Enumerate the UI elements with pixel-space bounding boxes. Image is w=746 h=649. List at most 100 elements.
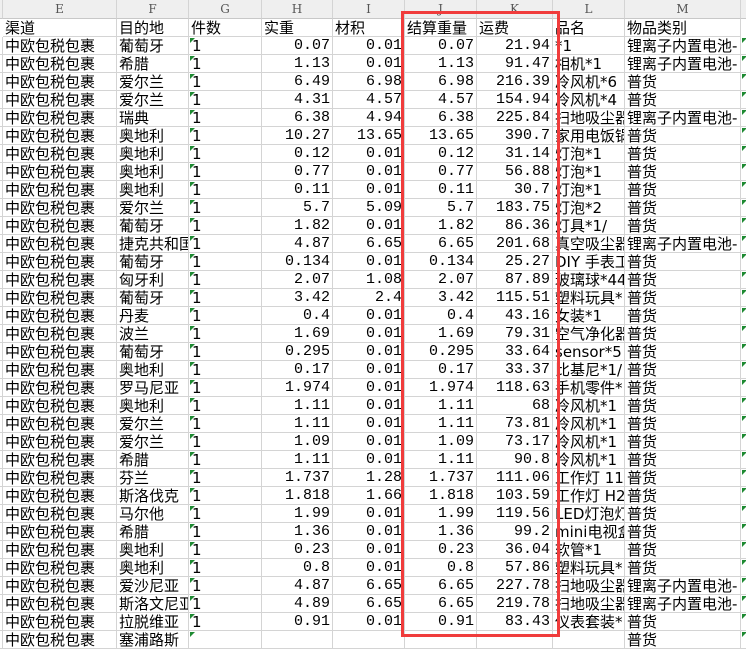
cell-volume-weight[interactable]: 0.01	[333, 379, 405, 397]
cell-product-name[interactable]: mini电视盒	[553, 523, 625, 541]
cell-item-category[interactable]: 普货	[625, 199, 741, 217]
column-header-F[interactable]: F	[117, 0, 189, 19]
cell-destination[interactable]: 奥地利	[117, 127, 189, 145]
cell-item-category[interactable]: 普货	[625, 73, 741, 91]
cell-pieces[interactable]: 1	[189, 361, 262, 379]
cell-N[interactable]	[741, 55, 746, 73]
cell-freight[interactable]: 219.78	[477, 595, 553, 613]
cell-channel[interactable]: 中欧包税包裹	[3, 577, 117, 595]
cell-settlement-weight[interactable]: 13.65	[405, 127, 477, 145]
cell-D[interactable]	[0, 289, 3, 307]
cell-channel[interactable]: 中欧包税包裹	[3, 415, 117, 433]
cell-item-category[interactable]: 普货	[625, 289, 741, 307]
cell-freight[interactable]: 73.81	[477, 415, 553, 433]
cell-D[interactable]	[0, 487, 3, 505]
cell-freight[interactable]: 79.31	[477, 325, 553, 343]
cell-D[interactable]	[0, 559, 3, 577]
cell-volume-weight[interactable]: 4.94	[333, 109, 405, 127]
cell-destination[interactable]: 波兰	[117, 325, 189, 343]
cell-D[interactable]	[0, 397, 3, 415]
cell-D[interactable]	[0, 505, 3, 523]
cell-freight[interactable]: 201.68	[477, 235, 553, 253]
cell-actual-weight[interactable]: 1.11	[262, 451, 333, 469]
cell-freight[interactable]: 111.06	[477, 469, 553, 487]
column-header-K[interactable]: K	[477, 0, 553, 19]
cell-settlement-weight[interactable]: 6.65	[405, 235, 477, 253]
cell-D[interactable]	[0, 271, 3, 289]
cell-D[interactable]	[0, 307, 3, 325]
cell-destination[interactable]: 奥地利	[117, 559, 189, 577]
cell-product-name[interactable]: *1	[553, 37, 625, 55]
cell-freight[interactable]: 31.14	[477, 145, 553, 163]
cell-destination[interactable]: 葡萄牙	[117, 217, 189, 235]
cell-item-category[interactable]: 普货	[625, 541, 741, 559]
cell-channel[interactable]: 中欧包税包裹	[3, 595, 117, 613]
cell-settlement-weight[interactable]: 0.17	[405, 361, 477, 379]
cell-pieces[interactable]: 1	[189, 397, 262, 415]
cell-channel[interactable]: 中欧包税包裹	[3, 55, 117, 73]
cell-freight[interactable]: 115.51	[477, 289, 553, 307]
cell-N[interactable]	[741, 433, 746, 451]
cell-settlement-weight[interactable]: 1.69	[405, 325, 477, 343]
cell-pieces[interactable]: 1	[189, 487, 262, 505]
cell-actual-weight[interactable]: 4.87	[262, 235, 333, 253]
cell-volume-weight[interactable]: 1.28	[333, 469, 405, 487]
cell-item-category[interactable]: 锂离子内置电池-	[625, 235, 741, 253]
cell-N[interactable]	[741, 271, 746, 289]
cell-product-name[interactable]: 扫地吸尘器	[553, 577, 625, 595]
cell-D[interactable]	[0, 109, 3, 127]
cell-settlement-weight[interactable]: 1.737	[405, 469, 477, 487]
cell-freight[interactable]: 33.64	[477, 343, 553, 361]
cell-D[interactable]	[0, 253, 3, 271]
cell-destination[interactable]: 爱尔兰	[117, 433, 189, 451]
cell-destination[interactable]: 马尔他	[117, 505, 189, 523]
cell-destination[interactable]: 斯洛文尼亚	[117, 595, 189, 613]
cell-N[interactable]	[741, 109, 746, 127]
cell-volume-weight[interactable]: 0.01	[333, 433, 405, 451]
cell-channel[interactable]: 中欧包税包裹	[3, 541, 117, 559]
cell-volume-weight[interactable]: 0.01	[333, 217, 405, 235]
cell-volume-weight[interactable]: 0.01	[333, 163, 405, 181]
header-channel[interactable]: 渠道	[3, 19, 117, 37]
cell-channel[interactable]: 中欧包税包裹	[3, 307, 117, 325]
cell-item-category[interactable]: 普货	[625, 613, 741, 631]
cell-freight[interactable]: 103.59	[477, 487, 553, 505]
cell-destination[interactable]: 奥地利	[117, 145, 189, 163]
cell-D[interactable]	[0, 235, 3, 253]
cell-product-name[interactable]: 灯泡*1	[553, 163, 625, 181]
cell-product-name[interactable]: 塑料玩具*	[553, 559, 625, 577]
cell-settlement-weight[interactable]: 6.98	[405, 73, 477, 91]
cell-N[interactable]	[741, 253, 746, 271]
cell-pieces[interactable]: 1	[189, 577, 262, 595]
cell-volume-weight[interactable]: 0.01	[333, 325, 405, 343]
cell-N[interactable]	[741, 595, 746, 613]
cell-volume-weight[interactable]: 1.08	[333, 271, 405, 289]
cell-channel[interactable]: 中欧包税包裹	[3, 433, 117, 451]
cell-volume-weight[interactable]: 0.01	[333, 397, 405, 415]
cell-D[interactable]	[0, 595, 3, 613]
column-header-I[interactable]: I	[333, 0, 405, 19]
cell-volume-weight[interactable]: 0.01	[333, 145, 405, 163]
cell-freight[interactable]	[477, 631, 553, 649]
cell-actual-weight[interactable]: 1.09	[262, 433, 333, 451]
cell-actual-weight[interactable]: 3.42	[262, 289, 333, 307]
cell-channel[interactable]: 中欧包税包裹	[3, 631, 117, 649]
cell-freight[interactable]: 87.89	[477, 271, 553, 289]
cell-item-category[interactable]: 普货	[625, 631, 741, 649]
cell-D[interactable]	[0, 73, 3, 91]
header-product-name[interactable]: 品名	[553, 19, 625, 37]
cell-D[interactable]	[0, 127, 3, 145]
cell-destination[interactable]: 瑞典	[117, 109, 189, 127]
header-actual-weight[interactable]: 实重	[262, 19, 333, 37]
cell-N[interactable]	[741, 307, 746, 325]
cell-N[interactable]	[741, 577, 746, 595]
cell-D[interactable]	[0, 433, 3, 451]
cell-channel[interactable]: 中欧包税包裹	[3, 91, 117, 109]
cell-settlement-weight[interactable]: 0.11	[405, 181, 477, 199]
cell-product-name[interactable]: 灯泡*2	[553, 199, 625, 217]
cell-settlement-weight[interactable]: 1.36	[405, 523, 477, 541]
cell-destination[interactable]: 奥地利	[117, 163, 189, 181]
cell-destination[interactable]: 斯洛伐克	[117, 487, 189, 505]
cell-destination[interactable]: 爱尔兰	[117, 199, 189, 217]
cell-pieces[interactable]: 1	[189, 199, 262, 217]
